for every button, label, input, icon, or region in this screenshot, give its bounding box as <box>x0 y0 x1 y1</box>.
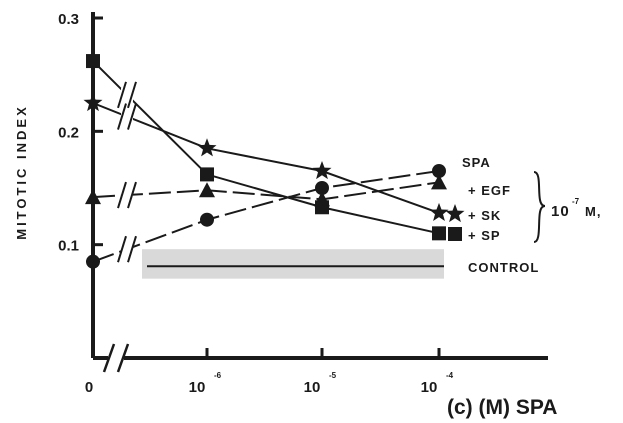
series-markers <box>83 54 449 269</box>
x-tick-exponent: -6 <box>214 371 222 380</box>
bracket-concentration-exp: -7 <box>572 197 580 206</box>
series-break-mark <box>117 235 127 263</box>
legend-marker-square <box>448 227 462 241</box>
series-lines <box>92 60 440 263</box>
y-tick-label: 0.2 <box>58 124 79 141</box>
figure-caption: (c) (M) SPA <box>447 396 557 419</box>
legend-sp: + SP <box>468 228 501 243</box>
data-point-star <box>197 138 217 157</box>
data-point-triangle <box>431 174 447 190</box>
series-break-mark <box>127 103 137 130</box>
bracket-concentration-unit: M, <box>585 204 601 219</box>
x-tick-label: 10 <box>421 379 438 396</box>
data-point-square <box>315 200 329 215</box>
x-tick-label: 10 <box>189 379 206 396</box>
series-break-mark <box>117 103 127 130</box>
data-point-circle <box>86 254 100 269</box>
legend-spa: SPA <box>462 155 491 170</box>
data-point-square <box>432 226 446 241</box>
data-point-square <box>86 54 100 69</box>
legend-egf: + EGF <box>468 183 511 198</box>
bracket-concentration-base: 10 <box>551 203 570 220</box>
series-line <box>92 170 440 263</box>
data-point-triangle <box>199 182 215 198</box>
series-break-mark <box>127 235 137 263</box>
x-axis-break-mark <box>102 343 116 373</box>
legend-brace <box>533 171 546 243</box>
series-break-mark <box>117 181 127 209</box>
legend-marker-star <box>445 204 465 223</box>
y-tick-label: 0.1 <box>58 238 79 255</box>
series-line <box>92 102 440 214</box>
x-tick-label: 0 <box>85 379 93 396</box>
x-axis-break-gap <box>108 352 124 364</box>
data-point-square <box>200 167 214 182</box>
data-point-star <box>83 93 103 112</box>
series-break-mark <box>127 181 137 209</box>
data-point-triangle <box>85 189 101 205</box>
series-line <box>92 60 440 235</box>
y-axis-ticks: 0.1 0.2 0.3 <box>58 11 103 255</box>
x-axis-ticks: 0 10 -6 10 -5 10 -4 <box>85 348 454 396</box>
data-point-circle <box>315 181 329 195</box>
data-point-star <box>312 161 332 180</box>
data-point-circle <box>200 212 214 227</box>
x-tick-exponent: -5 <box>329 371 337 380</box>
legend-sk: + SK <box>468 208 501 223</box>
series-break-mark <box>127 81 137 109</box>
x-tick-exponent: -4 <box>446 371 454 380</box>
y-tick-label: 0.3 <box>58 11 79 28</box>
series-line <box>92 181 440 201</box>
axis-breaks <box>117 81 137 263</box>
control-label: CONTROL <box>468 260 539 275</box>
data-point-star <box>429 202 449 221</box>
data-point-circle <box>432 164 446 178</box>
x-axis-break-mark <box>116 343 130 373</box>
x-tick-label: 10 <box>304 379 321 396</box>
y-axis-label: MITOTIC INDEX <box>14 104 29 240</box>
series-break-mark <box>117 81 127 109</box>
control-band <box>142 249 444 279</box>
legend: SPA + EGF + SK + SP 10 -7 M, CONTROL <box>445 155 601 275</box>
